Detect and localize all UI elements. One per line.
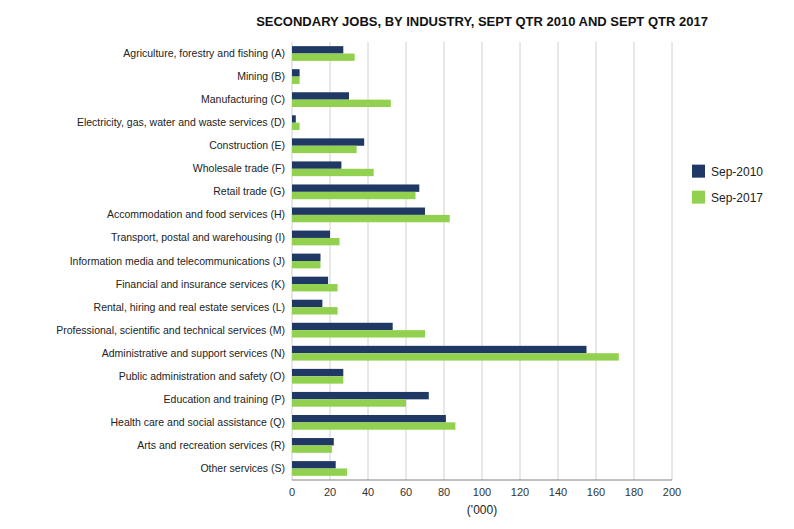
category-label: Retail trade (G) [213,185,285,197]
category-label: Professional, scientific and technical s… [56,324,285,336]
bar [292,438,334,445]
bar [292,161,341,168]
bar [292,307,338,314]
grid-line [558,42,559,480]
chart: 0 20 40 60 80 100 120 140 160 180 200 Agriculture, … [0,0,794,529]
category-label: Construction (E) [209,139,285,151]
grid-line [672,42,673,480]
bar [292,261,321,268]
category-label: Financial and insurance services (K) [116,278,285,290]
grid: 0 20 40 60 80 100 120 140 160 180 200 [289,42,681,498]
category-label: Rental, hiring and real estate services … [94,301,285,313]
bar [292,46,343,53]
category-label: Agriculture, forestry and fishing (A) [123,47,285,59]
bar [292,445,332,452]
bar [292,284,338,291]
category-label: Other services (S) [200,462,285,474]
bar [292,231,330,238]
category-label: Administrative and support services (N) [102,347,285,359]
category-label: Information media and telecommunications… [70,255,285,267]
category-label: Mining (B) [237,70,285,82]
x-axis-label: ('000) [467,503,497,517]
tick-label: 160 [587,486,605,498]
category-label: Health care and social assistance (Q) [111,416,286,428]
category-label: Manufacturing (C) [201,93,285,105]
category-label: Electricity, gas, water and waste servic… [77,116,285,128]
bar [292,100,391,107]
category-label: Wholesale trade (F) [193,162,285,174]
bar [292,277,328,284]
bar [292,300,322,307]
title: SECONDARY JOBS, BY INDUSTRY, SEPT QTR 20… [256,14,708,29]
bar [292,77,300,84]
bar [292,92,349,99]
bar [292,184,419,191]
grid-line [406,42,407,480]
legend: Sep-2010 Sep-2017 [692,165,763,205]
legend-label: Sep-2010 [711,165,763,179]
tick-label: 200 [663,486,681,498]
bar [292,399,406,406]
tick-label: 40 [362,486,374,498]
legend-label: Sep-2017 [711,191,763,205]
grid-line [634,42,635,480]
bar [292,138,364,145]
category-label: Transport, postal and warehousing (I) [111,231,285,243]
bar [292,238,340,245]
bar [292,330,425,337]
bar [292,376,343,383]
category-label: Education and training (P) [164,393,285,405]
grid-line [330,42,331,480]
bar [292,392,429,399]
tick-label: 60 [400,486,412,498]
bars [292,46,619,476]
bar [292,254,321,261]
grid-line [368,42,369,480]
bar [292,208,425,215]
category-label: Public administration and safety (O) [119,370,285,382]
x-axis-line [292,480,672,481]
tick-label: 20 [324,486,336,498]
bar [292,69,300,76]
bar [292,146,357,153]
bar [292,192,416,199]
grid-line [596,42,597,480]
legend-swatch [692,191,705,204]
bar [292,169,374,176]
bar [292,123,300,130]
bar [292,115,296,122]
bar [292,461,336,468]
bar [292,346,587,353]
legend-swatch [692,165,705,178]
bar [292,215,450,222]
category-label: Accommodation and food services (H) [107,208,285,220]
bar [292,323,393,330]
tick-label: 0 [289,486,295,498]
tick-label: 120 [511,486,529,498]
bar [292,415,446,422]
grid-line [482,42,483,480]
grid-line [444,42,445,480]
tick-label: 80 [438,486,450,498]
tick-label: 100 [473,486,491,498]
grid-line [520,42,521,480]
bar [292,54,355,61]
tick-label: 140 [549,486,567,498]
tick-label: 180 [625,486,643,498]
bar [292,468,347,475]
bar [292,422,455,429]
bar [292,353,619,360]
category-label: Arts and recreation services (R) [137,439,285,451]
bar [292,369,343,376]
